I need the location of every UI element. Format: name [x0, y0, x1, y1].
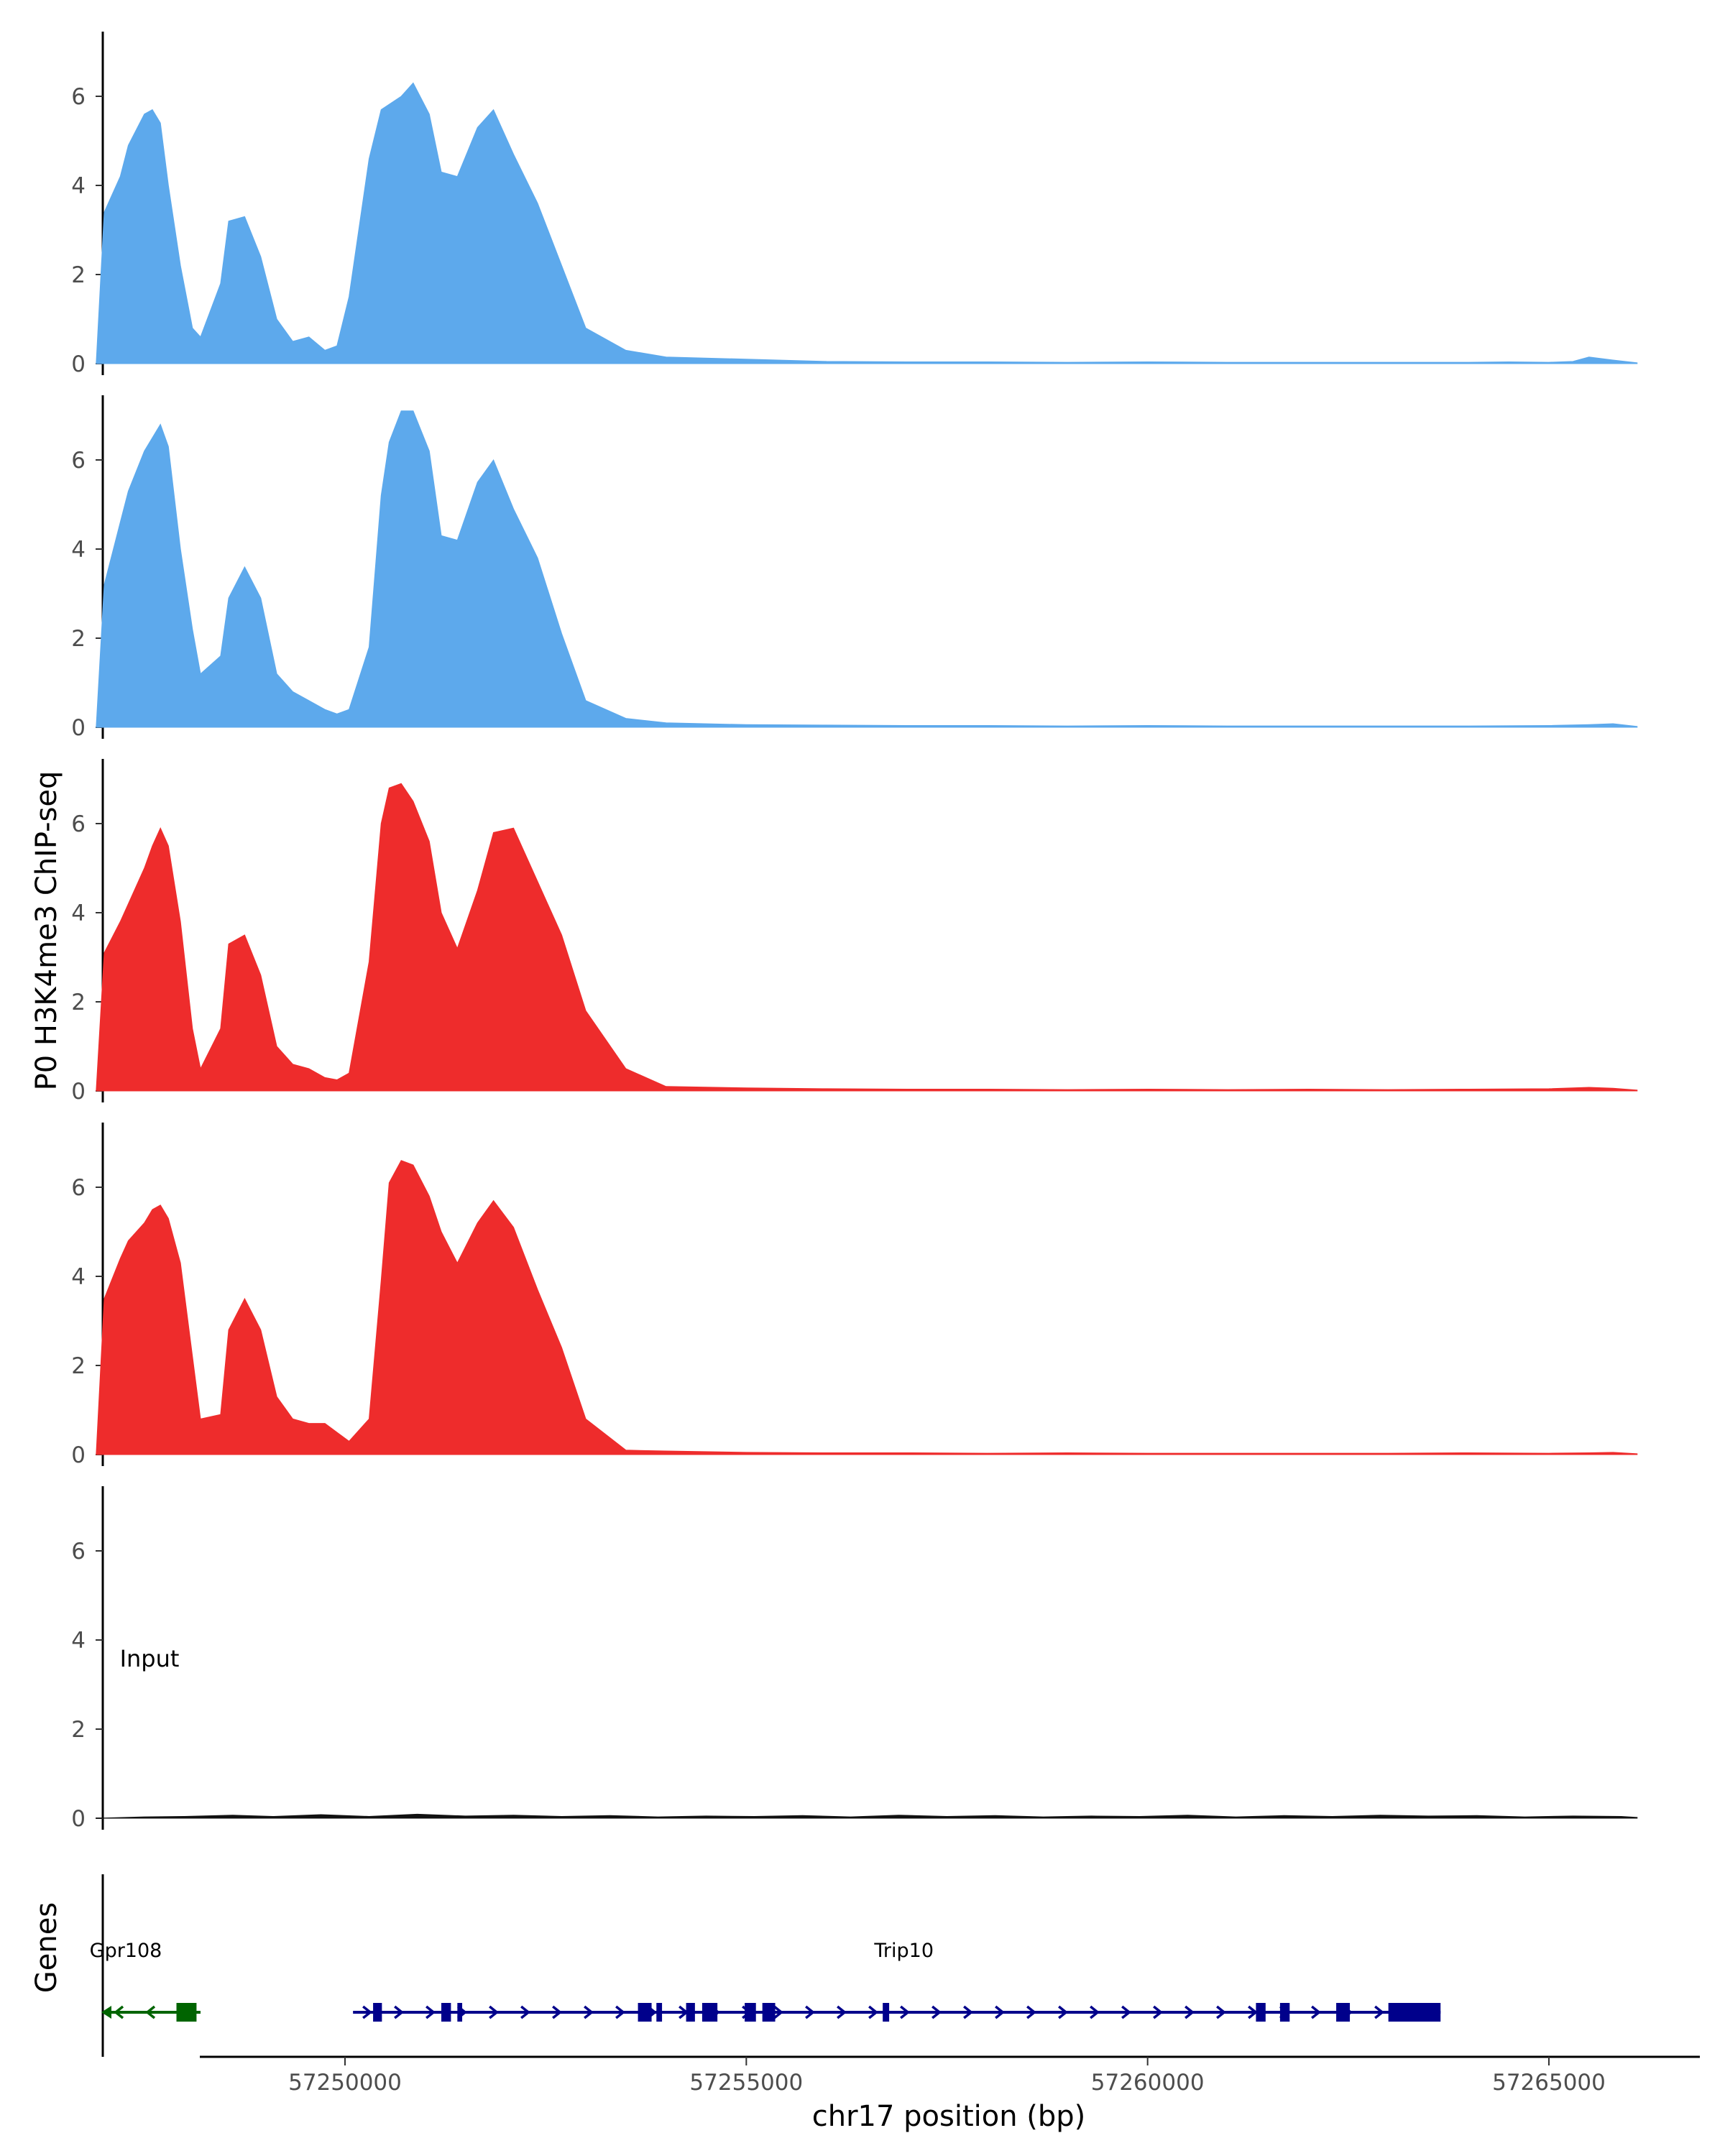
- strand-arrow: [1248, 2005, 1258, 2019]
- strand-arrow: [963, 2005, 973, 2019]
- strand-arrow: [362, 2005, 372, 2019]
- y-tick-label: 2: [71, 990, 86, 1015]
- exon: [638, 2003, 652, 2022]
- track-label: Input: [120, 1645, 180, 1672]
- exon: [441, 2003, 451, 2022]
- strand-arrow: [805, 2005, 815, 2019]
- x-tick-label: 57260000: [1091, 2070, 1205, 2096]
- strand-arrow: [1184, 2005, 1195, 2019]
- y-tick-label: 0: [71, 351, 86, 377]
- strand-arrow: [489, 2005, 499, 2019]
- y-tick-label: 6: [71, 448, 86, 474]
- track-panel-ki-2: 0246KI-2: [71, 395, 1638, 741]
- signal-area: [96, 410, 1638, 728]
- y-tick-label: 4: [71, 1264, 86, 1290]
- strand-arrow: [1121, 2005, 1131, 2019]
- y-tick-label: 2: [71, 262, 86, 288]
- track-panel-ki-1: 0246KI-1: [71, 32, 1638, 377]
- y-tick-label: 0: [71, 715, 86, 741]
- y-tick-label: 2: [71, 1717, 86, 1743]
- exon: [373, 2003, 382, 2022]
- strand-arrow: [773, 2005, 783, 2019]
- strand-arrowhead: [101, 2006, 111, 2019]
- exon: [883, 2003, 890, 2022]
- gene-trip10: Trip10: [353, 1940, 1441, 2022]
- x-axis-title: chr17 position (bp): [812, 2100, 1086, 2133]
- strand-arrow: [1153, 2005, 1163, 2019]
- strand-arrow: [837, 2005, 847, 2019]
- strand-arrow: [426, 2005, 436, 2019]
- tracks-layer: 0246KI-10246KI-20246KO-10246KO-20246Inpu…: [71, 32, 1638, 1832]
- genes-panel: Gpr108 Trip10: [90, 1874, 1441, 2057]
- exon: [457, 2003, 463, 2022]
- strand-arrow: [995, 2005, 1005, 2019]
- y-tick-label: 6: [71, 1175, 86, 1201]
- strand-arrow: [145, 2005, 156, 2019]
- strand-arrow: [1026, 2005, 1036, 2019]
- track-panel-ko-2: 0246KO-2: [71, 1123, 1638, 1468]
- y-tick-label: 6: [71, 811, 86, 837]
- y-tick-label: 4: [71, 537, 86, 563]
- y-tick-label: 0: [71, 1442, 86, 1468]
- strand-arrow: [932, 2005, 942, 2019]
- x-tick-label: 57255000: [689, 2070, 803, 2096]
- strand-arrow: [552, 2005, 562, 2019]
- signal-area: [96, 783, 1638, 1092]
- x-tick-label: 57250000: [288, 2070, 402, 2096]
- track-panel-input: 0 2 4 6 Input: [71, 1486, 1638, 1832]
- exon: [656, 2003, 663, 2022]
- exon: [1336, 2003, 1351, 2022]
- strand-arrow: [1090, 2005, 1100, 2019]
- strand-arrow: [900, 2005, 910, 2019]
- gene-gpr108: Gpr108: [90, 1940, 201, 2022]
- strand-arrow: [615, 2005, 625, 2019]
- exon: [745, 2003, 756, 2022]
- track-panel-ko-1: 0246KO-1: [71, 759, 1638, 1105]
- genes-panel-label: Genes: [30, 1902, 63, 1993]
- y-tick-label: 0: [71, 1079, 86, 1105]
- strand-arrow: [520, 2005, 530, 2019]
- exon: [1388, 2003, 1441, 2022]
- y-tick-label: 4: [71, 900, 86, 926]
- y-tick-label: 4: [71, 173, 86, 199]
- x-tick-label: 57265000: [1492, 2070, 1606, 2096]
- signal-area: [96, 82, 1638, 364]
- y-tick-label: 4: [71, 1628, 86, 1654]
- strand-arrow: [584, 2005, 594, 2019]
- y-tick-label: 6: [71, 84, 86, 110]
- exon: [1256, 2003, 1266, 2022]
- strand-arrow: [1311, 2005, 1321, 2019]
- gene-name-label: Trip10: [873, 1940, 934, 1962]
- strand-arrow: [1374, 2005, 1384, 2019]
- exon: [176, 2003, 197, 2022]
- y-tick-label: 2: [71, 1353, 86, 1379]
- strand-arrow: [394, 2005, 404, 2019]
- signal-area: [96, 1160, 1638, 1455]
- exon: [686, 2003, 695, 2022]
- strand-arrow: [1216, 2005, 1226, 2019]
- signal-area: [96, 1813, 1638, 1819]
- exon: [1279, 2003, 1290, 2022]
- exon: [702, 2003, 718, 2022]
- strand-arrow: [868, 2005, 878, 2019]
- strand-arrow: [1058, 2005, 1068, 2019]
- strand-arrow: [114, 2005, 124, 2019]
- gene-name-label: Gpr108: [90, 1940, 162, 1962]
- y-tick-label: 2: [71, 626, 86, 652]
- y-tick-label: 6: [71, 1539, 86, 1565]
- x-axis: 57250000 57255000 57260000 57265000: [200, 2055, 1700, 2096]
- y-axis-title: P0 H3K4me3 ChIP-seq: [30, 771, 63, 1091]
- y-tick-label: 0: [71, 1806, 86, 1832]
- exon: [762, 2003, 776, 2022]
